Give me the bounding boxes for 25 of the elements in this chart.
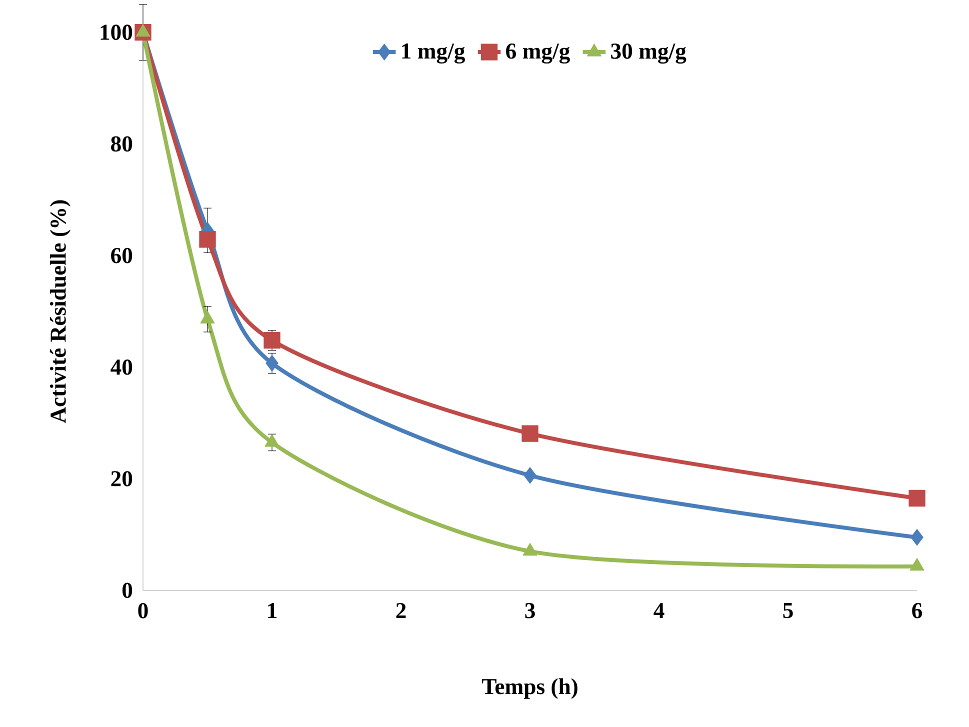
point bbox=[908, 490, 926, 506]
y-tick-label: 0 bbox=[122, 582, 132, 598]
y-tick-label: 60 bbox=[111, 248, 132, 264]
point bbox=[266, 354, 278, 372]
x-tick-label: 5 bbox=[783, 602, 793, 618]
point bbox=[524, 466, 536, 484]
x-tick-label: 3 bbox=[525, 602, 535, 618]
x-axis-title: Temps (h) bbox=[482, 678, 578, 699]
y-tick-label: 80 bbox=[111, 136, 132, 152]
legend-label: 30 mg/g bbox=[611, 43, 686, 64]
x-tick-label: 1 bbox=[268, 602, 276, 618]
x-tick-label: 0 bbox=[138, 602, 148, 618]
legend-label: 6 mg/g bbox=[506, 43, 570, 64]
y-tick-label: 100 bbox=[100, 24, 132, 40]
x-tick-label: 6 bbox=[912, 602, 922, 618]
x-tick-label: 2 bbox=[396, 602, 406, 618]
point bbox=[264, 332, 280, 349]
point bbox=[522, 425, 538, 442]
point bbox=[910, 528, 924, 546]
point bbox=[199, 230, 216, 248]
x-tick-label: 4 bbox=[654, 602, 664, 618]
y-tick-label: 20 bbox=[111, 470, 132, 486]
y-tick-label: 40 bbox=[110, 359, 132, 375]
legend-label: 1 mg/g bbox=[402, 43, 465, 64]
y-axis-title: Activité Résiduelle (%) bbox=[50, 200, 70, 423]
